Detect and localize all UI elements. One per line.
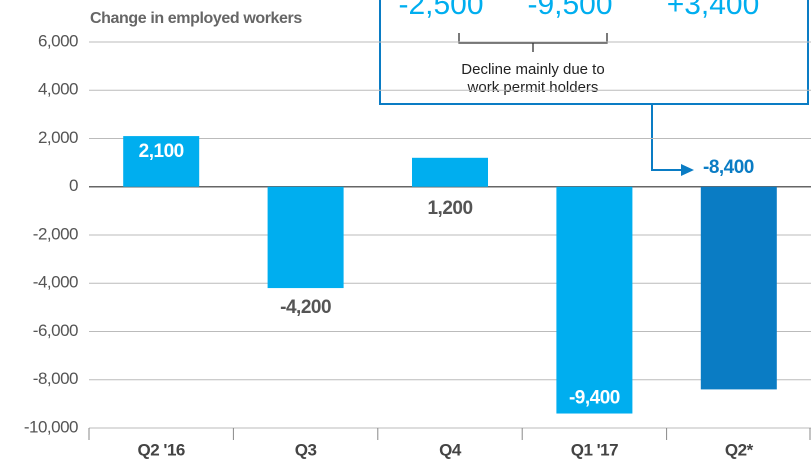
x-tick-label: Q2*: [725, 440, 754, 459]
value-label: 2,100: [139, 141, 184, 162]
bar: [700, 186, 777, 390]
x-tick-label: Q4: [439, 440, 462, 459]
y-tick-label: 4,000: [38, 80, 78, 99]
y-tick-label: -4,000: [33, 273, 78, 292]
y-tick-label: -10,000: [24, 417, 78, 436]
arrow-head: [681, 164, 694, 176]
x-tick-label: Q3: [295, 440, 317, 459]
y-tick-label: 0: [69, 176, 78, 195]
bar: [123, 136, 200, 187]
x-tick-label: Q2 '16: [138, 440, 185, 459]
annotation-frame: [379, 0, 809, 105]
axis-title: Change in employed workers: [90, 10, 302, 27]
bar: [267, 186, 344, 289]
annotation-value: -9,500: [527, 0, 612, 21]
bar: [556, 186, 633, 414]
annotation-value: +3,400: [667, 0, 760, 21]
arrow-line: [651, 104, 683, 171]
y-tick-label: -6,000: [33, 321, 78, 340]
annotation-note: work permit holders: [467, 79, 599, 96]
value-label: -4,200: [280, 297, 331, 318]
value-label: -8,400: [703, 157, 754, 178]
annotation-value: -2,500: [398, 0, 483, 21]
value-label: 1,200: [427, 198, 472, 219]
y-tick-label: -8,000: [33, 369, 78, 388]
bracket: [458, 33, 608, 52]
y-tick-label: 6,000: [38, 31, 78, 50]
annotation-box: -2,500 -9,500 +3,400 Decline mainly due …: [379, 0, 809, 176]
value-label: -9,400: [569, 388, 620, 409]
y-tick-label: -2,000: [33, 224, 78, 243]
bar: [412, 157, 488, 187]
x-tick-label: Q1 '17: [571, 440, 618, 459]
y-tick-label: 2,000: [38, 128, 78, 147]
annotation-note: Decline mainly due to: [461, 61, 604, 78]
